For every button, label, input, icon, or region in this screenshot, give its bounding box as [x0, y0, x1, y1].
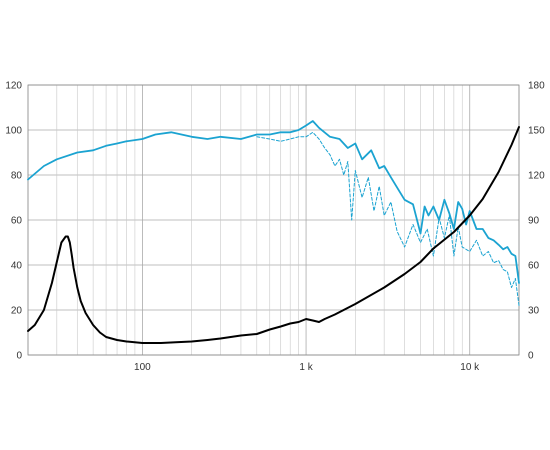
left-tick-label: 20 — [11, 306, 23, 317]
right-tick-label: 0 — [528, 351, 534, 362]
left-axis: 0 20 40 60 80 100 120 — [5, 81, 22, 362]
plot-frame — [27, 84, 520, 356]
off-axis-response-line — [256, 131, 520, 306]
right-tick-label: 120 — [528, 171, 545, 182]
grid — [27, 84, 520, 356]
left-tick-label: 100 — [5, 126, 22, 137]
left-tick-label: 120 — [5, 81, 22, 92]
x-tick-label: 1 k — [299, 362, 313, 373]
series-group — [27, 120, 520, 344]
right-tick-label: 30 — [528, 306, 540, 317]
left-tick-label: 60 — [11, 216, 23, 227]
left-tick-label: 40 — [11, 261, 23, 272]
right-tick-label: 90 — [528, 216, 540, 227]
x-axis: 100 1 k 10 k — [134, 362, 480, 373]
x-tick-label: 10 k — [460, 362, 480, 373]
left-tick-label: 80 — [11, 171, 23, 182]
impedance-line — [27, 126, 520, 344]
left-tick-label: 0 — [16, 351, 22, 362]
x-tick-label: 100 — [134, 362, 151, 373]
right-tick-label: 180 — [528, 81, 545, 92]
right-tick-label: 150 — [528, 126, 545, 137]
right-tick-label: 60 — [528, 261, 540, 272]
frequency-response-line — [27, 120, 520, 284]
right-axis: 0 30 60 90 120 150 180 — [528, 81, 545, 362]
